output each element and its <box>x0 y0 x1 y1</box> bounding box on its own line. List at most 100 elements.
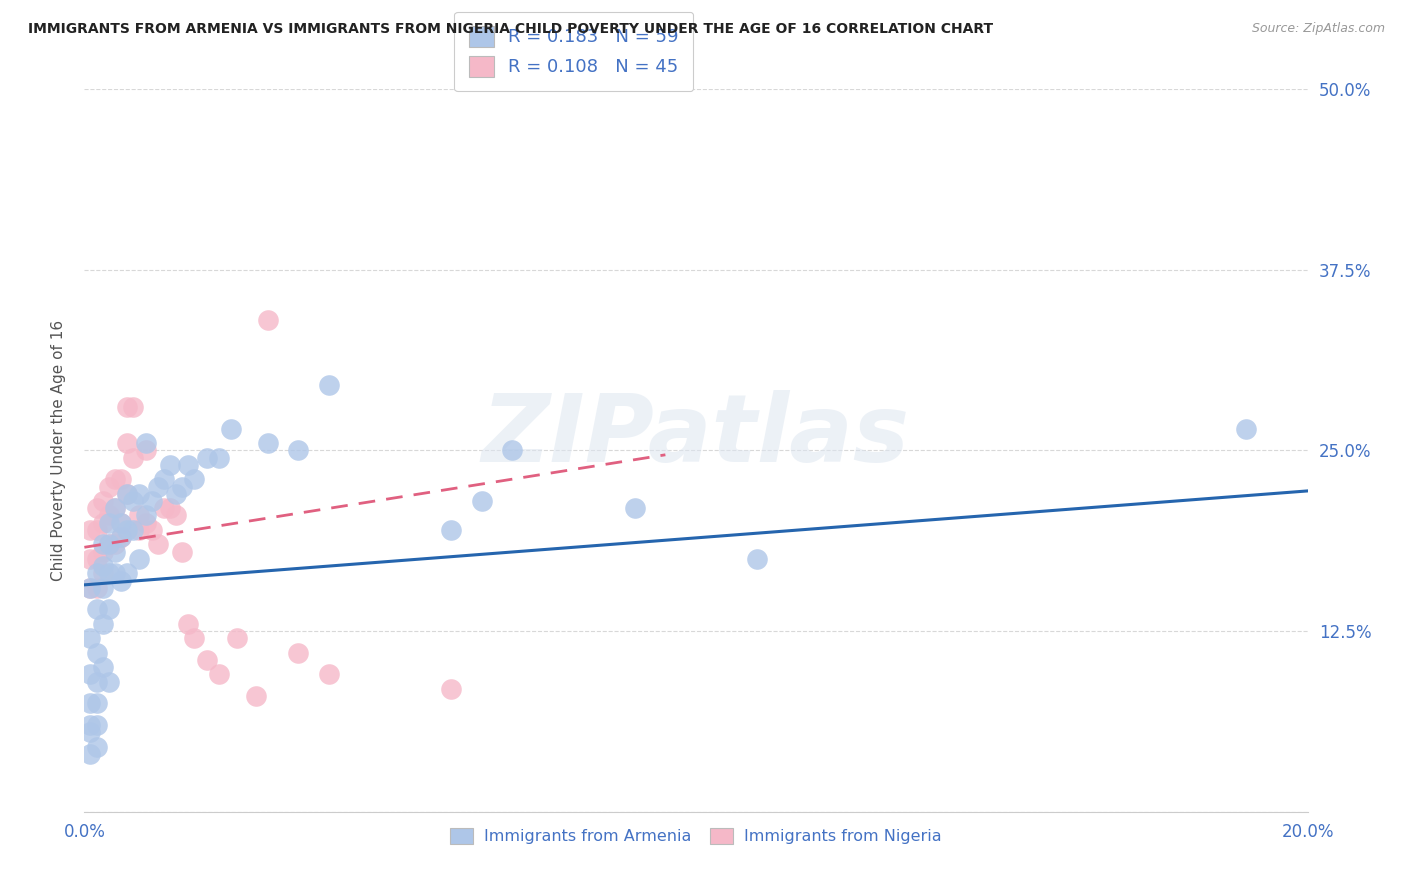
Point <box>122 450 145 465</box>
Point <box>135 436 157 450</box>
Point <box>110 530 132 544</box>
Point <box>165 487 187 501</box>
Point <box>86 551 108 566</box>
Point <box>91 516 114 530</box>
Point <box>195 450 218 465</box>
Point <box>79 551 101 566</box>
Point <box>91 566 114 581</box>
Point <box>115 566 138 581</box>
Point <box>91 544 114 558</box>
Point <box>104 566 127 581</box>
Point <box>153 501 176 516</box>
Point <box>104 501 127 516</box>
Point <box>79 523 101 537</box>
Point <box>128 523 150 537</box>
Point <box>91 660 114 674</box>
Point <box>135 443 157 458</box>
Point <box>91 616 114 631</box>
Point <box>208 667 231 681</box>
Point <box>318 378 340 392</box>
Point <box>747 551 769 566</box>
Point <box>86 602 108 616</box>
Point <box>79 667 101 681</box>
Point <box>79 725 101 739</box>
Point <box>165 508 187 523</box>
Point <box>86 646 108 660</box>
Point <box>122 494 145 508</box>
Point <box>97 537 120 551</box>
Point <box>115 436 138 450</box>
Point <box>146 480 169 494</box>
Point <box>104 472 127 486</box>
Point <box>502 443 524 458</box>
Point <box>128 551 150 566</box>
Point <box>97 674 120 689</box>
Point <box>86 581 108 595</box>
Point <box>91 581 114 595</box>
Point <box>122 400 145 414</box>
Y-axis label: Child Poverty Under the Age of 16: Child Poverty Under the Age of 16 <box>51 320 66 581</box>
Point <box>97 602 120 616</box>
Point <box>1236 422 1258 436</box>
Legend: Immigrants from Armenia, Immigrants from Nigeria: Immigrants from Armenia, Immigrants from… <box>444 822 948 851</box>
Point <box>226 632 249 646</box>
Point <box>97 537 120 551</box>
Point <box>287 646 309 660</box>
Point <box>86 696 108 710</box>
Point <box>104 537 127 551</box>
Point <box>257 313 280 327</box>
Point <box>183 472 205 486</box>
Point <box>110 516 132 530</box>
Point <box>97 480 120 494</box>
Point <box>318 667 340 681</box>
Point <box>146 537 169 551</box>
Point <box>135 508 157 523</box>
Point <box>159 501 181 516</box>
Point <box>104 501 127 516</box>
Point <box>79 696 101 710</box>
Point <box>86 739 108 754</box>
Point <box>91 494 114 508</box>
Point <box>153 472 176 486</box>
Point <box>115 487 138 501</box>
Point <box>287 443 309 458</box>
Text: Source: ZipAtlas.com: Source: ZipAtlas.com <box>1251 22 1385 36</box>
Point <box>110 530 132 544</box>
Point <box>195 653 218 667</box>
Point <box>245 689 267 703</box>
Point <box>79 747 101 761</box>
Point <box>128 508 150 523</box>
Point <box>624 501 647 516</box>
Point <box>471 494 494 508</box>
Point <box>91 537 114 551</box>
Point <box>177 458 200 472</box>
Point <box>110 574 132 588</box>
Point <box>183 632 205 646</box>
Point <box>172 480 194 494</box>
Point <box>115 487 138 501</box>
Point <box>141 494 163 508</box>
Point <box>79 581 101 595</box>
Point <box>86 523 108 537</box>
Point <box>97 566 120 581</box>
Point <box>440 523 463 537</box>
Text: ZIPatlas: ZIPatlas <box>482 390 910 482</box>
Point <box>79 632 101 646</box>
Point <box>128 487 150 501</box>
Point <box>86 718 108 732</box>
Point <box>219 422 242 436</box>
Point <box>177 616 200 631</box>
Point <box>110 516 132 530</box>
Point <box>97 508 120 523</box>
Point <box>79 581 101 595</box>
Point <box>159 458 181 472</box>
Point <box>86 501 108 516</box>
Point <box>141 523 163 537</box>
Text: IMMIGRANTS FROM ARMENIA VS IMMIGRANTS FROM NIGERIA CHILD POVERTY UNDER THE AGE O: IMMIGRANTS FROM ARMENIA VS IMMIGRANTS FR… <box>28 22 993 37</box>
Point <box>104 544 127 558</box>
Point <box>122 523 145 537</box>
Point <box>79 718 101 732</box>
Point <box>97 516 120 530</box>
Point <box>115 400 138 414</box>
Point <box>115 523 138 537</box>
